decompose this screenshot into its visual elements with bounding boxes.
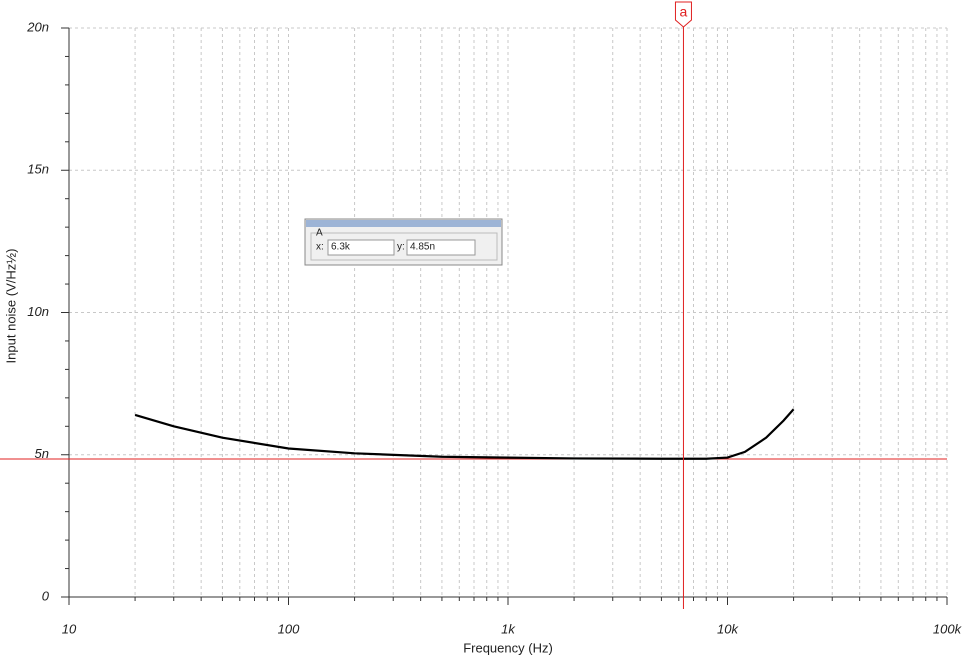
y-tick-label: 10n: [27, 304, 49, 319]
x-axis-label: Frequency (Hz): [463, 640, 553, 655]
y-tick-label: 20n: [26, 19, 49, 34]
y-tick-label: 5n: [35, 446, 49, 461]
box-x-label: x:: [316, 242, 324, 253]
box-y-value: 4.85n: [410, 242, 435, 253]
box-x-value: 6.3k: [331, 242, 351, 253]
cursor-flag-label: a: [680, 4, 688, 20]
cursor-flag: [674, 1, 692, 28]
line-series: [134, 408, 795, 460]
x-tick-label: 10: [62, 621, 77, 636]
box-y-label: y:: [397, 242, 405, 253]
cursor-box: Ax: 6.3k y: 4.85n: [304, 218, 503, 266]
box-titlebar: [306, 220, 501, 227]
box-y-field: [406, 239, 476, 256]
x-tick-label: 1k: [501, 621, 516, 636]
y-axis-label: Input noise (V/Hz½): [3, 249, 18, 364]
box-group: [310, 232, 498, 261]
box-title: A: [316, 228, 323, 239]
y-tick-label: 0: [42, 588, 50, 603]
y-tick-label: 15n: [27, 162, 49, 177]
x-tick-label: 10k: [717, 621, 739, 636]
x-tick-label: 100k: [933, 621, 963, 636]
box-x-field: [327, 239, 395, 256]
x-tick-label: 100: [278, 621, 300, 636]
